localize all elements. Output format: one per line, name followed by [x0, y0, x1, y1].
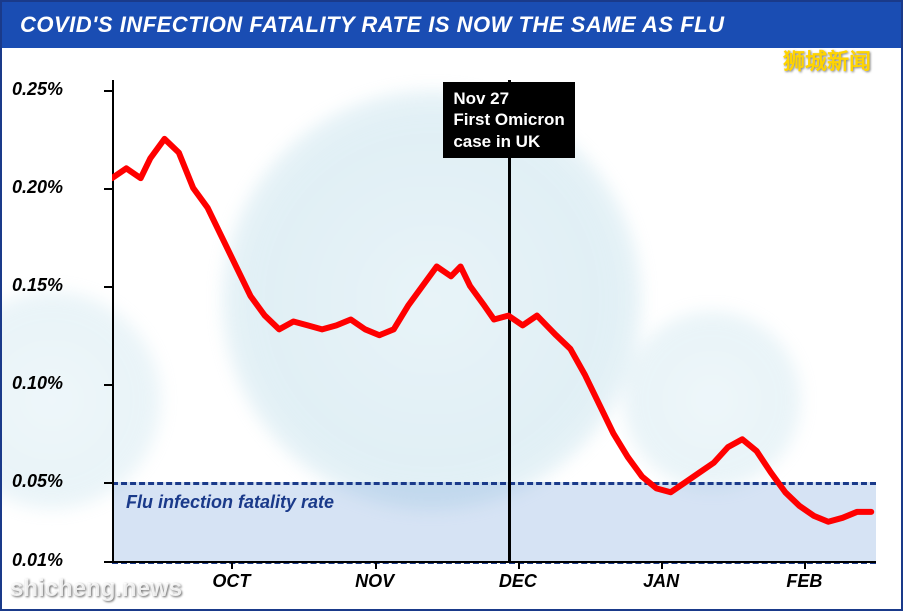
y-tick-label: 0.20%	[12, 177, 102, 198]
title-bar: COVID'S INFECTION FATALITY RATE IS NOW T…	[2, 2, 901, 48]
ifr-line	[112, 139, 871, 522]
x-tick-label: DEC	[499, 571, 537, 592]
plot-area: Flu infection fatality rate Nov 27First O…	[112, 80, 876, 561]
flu-band-edge	[112, 482, 876, 485]
x-tick	[375, 561, 377, 569]
y-tick-label: 0.25%	[12, 79, 102, 100]
x-tick-label: JAN	[643, 571, 679, 592]
callout-box: Nov 27First Omicroncase in UK	[443, 82, 574, 158]
y-tick	[104, 90, 112, 92]
y-tick-label: 0.10%	[12, 373, 102, 394]
watermark-bottom: shicheng.news	[10, 575, 182, 603]
callout-line: case in UK	[453, 131, 564, 152]
x-tick-label: OCT	[212, 571, 250, 592]
y-tick	[104, 561, 112, 563]
y-tick-label: 0.15%	[12, 275, 102, 296]
x-axis-line	[112, 561, 876, 563]
x-tick	[804, 561, 806, 569]
chart-frame: COVID'S INFECTION FATALITY RATE IS NOW T…	[0, 0, 903, 611]
y-tick	[104, 384, 112, 386]
x-tick	[518, 561, 520, 569]
y-tick	[104, 286, 112, 288]
x-tick	[661, 561, 663, 569]
chart-title: COVID'S INFECTION FATALITY RATE IS NOW T…	[20, 12, 724, 37]
plot-wrap: Flu infection fatality rate Nov 27First O…	[2, 50, 901, 609]
x-tick-label: NOV	[355, 571, 394, 592]
x-tick	[231, 561, 233, 569]
y-tick	[104, 188, 112, 190]
x-tick-label: FEB	[786, 571, 822, 592]
y-axis-line	[112, 80, 114, 561]
y-tick-label: 0.05%	[12, 471, 102, 492]
callout-line: First Omicron	[453, 109, 564, 130]
flu-band-label: Flu infection fatality rate	[126, 492, 334, 513]
y-tick	[104, 482, 112, 484]
callout-line: Nov 27	[453, 88, 564, 109]
y-tick-label: 0.01%	[12, 550, 102, 571]
watermark-top: 狮城新闻	[783, 44, 871, 76]
